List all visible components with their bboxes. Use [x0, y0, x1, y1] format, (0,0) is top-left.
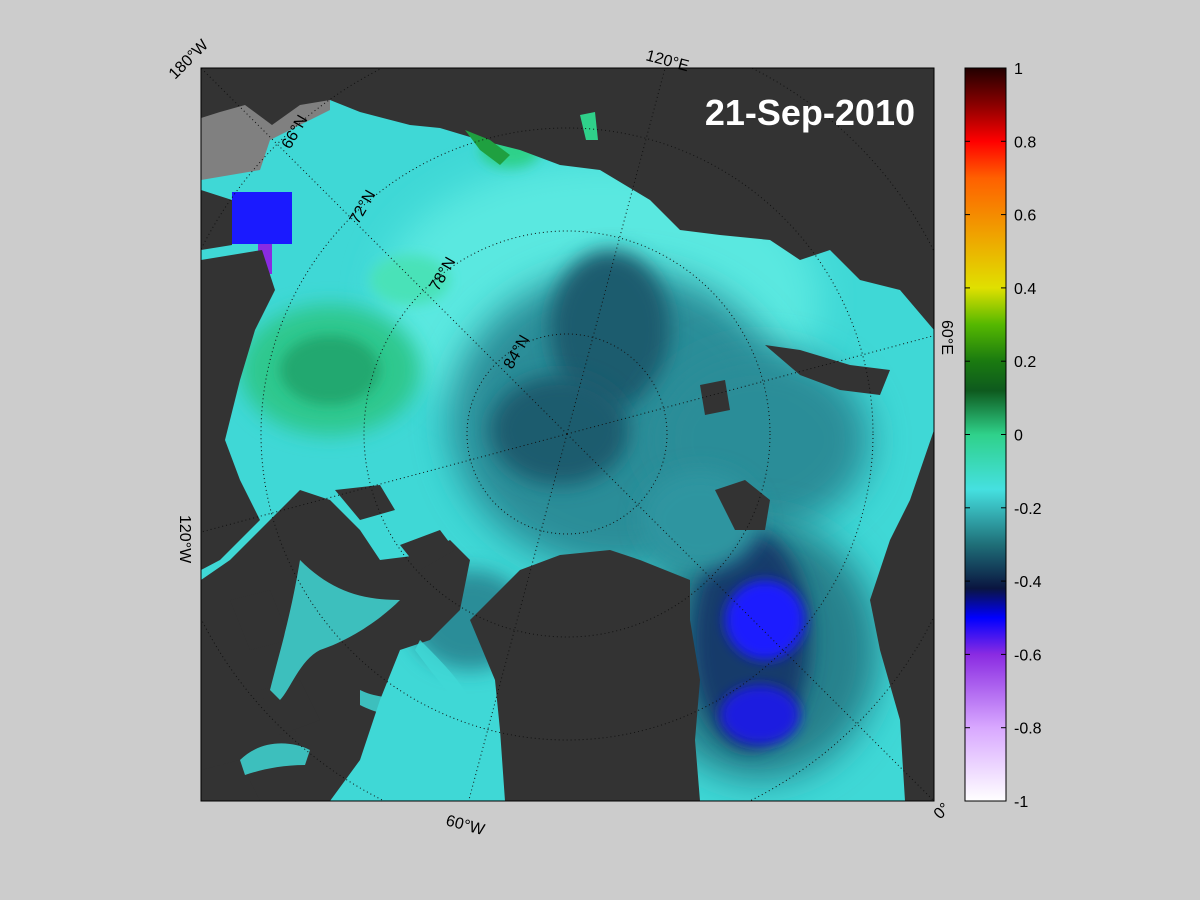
colorbar-tick-label: 0 — [1014, 428, 1023, 445]
colorbar-tick-label: -0.6 — [1014, 647, 1042, 664]
coastal-positive-anomaly — [580, 112, 598, 140]
date-label: 21-Sep-2010 — [705, 92, 915, 133]
colorbar-tick-label: -1 — [1014, 794, 1028, 811]
anomaly-patch — [280, 335, 380, 405]
lat-circle-72 — [260, 127, 874, 741]
land-canadian-archipelago — [201, 490, 470, 801]
land-siberia — [330, 68, 934, 330]
colorbar-tick-label: 0.8 — [1014, 134, 1036, 151]
anomaly-patch — [550, 250, 670, 410]
colorbar-tick-label: 1 — [1014, 61, 1023, 78]
lat-circle-84 — [466, 333, 668, 535]
colorbar-tick-label: 0.4 — [1014, 281, 1036, 298]
anomaly-patch — [370, 255, 450, 305]
anomaly-patch — [725, 580, 805, 660]
land — [201, 68, 934, 801]
map-panel — [201, 68, 934, 801]
graticule — [201, 68, 934, 801]
land-alaska — [201, 250, 275, 570]
land-novaya-zemlya — [765, 345, 890, 395]
land-chukotka — [201, 68, 330, 125]
land-island — [201, 760, 260, 801]
colorbar-tick-label: 0.2 — [1014, 354, 1036, 371]
lon-label-60w: 60°W — [444, 812, 487, 839]
colorbar — [964, 67, 1007, 802]
land-greenland — [470, 550, 700, 801]
colorbar-tick-label: 0.6 — [1014, 208, 1036, 225]
land-franz-josef — [700, 380, 730, 415]
archipelago-channels — [240, 560, 470, 775]
colorbar-tick-label: -0.4 — [1014, 574, 1042, 591]
lat-circle-78 — [363, 230, 771, 638]
lon-label-0: 0° — [931, 800, 954, 823]
land-island — [230, 590, 290, 650]
land-scandinavia — [870, 430, 934, 801]
land-island — [335, 485, 395, 520]
lon-label-60e: 60°E — [938, 320, 955, 355]
land-chukotka-tip — [201, 190, 232, 250]
map-frame — [200, 67, 935, 802]
meridian — [566, 433, 934, 801]
colorbar-ticks: 1 0.8 0.6 0.4 0.2 0 -0.2 -0.4 -0.6 -0.8 -1 — [965, 61, 1042, 811]
anomaly-patch — [720, 685, 800, 745]
colorbar-tick-label: -0.2 — [1014, 501, 1042, 518]
lon-label-120w: 120°W — [176, 515, 193, 564]
colorbar-tick-label: -0.8 — [1014, 721, 1042, 738]
anomaly-patch — [490, 375, 630, 485]
land-island — [400, 530, 455, 570]
land-svalbard — [715, 480, 770, 530]
anomaly-patch — [232, 192, 292, 244]
coastal-positive-anomaly — [465, 130, 510, 165]
